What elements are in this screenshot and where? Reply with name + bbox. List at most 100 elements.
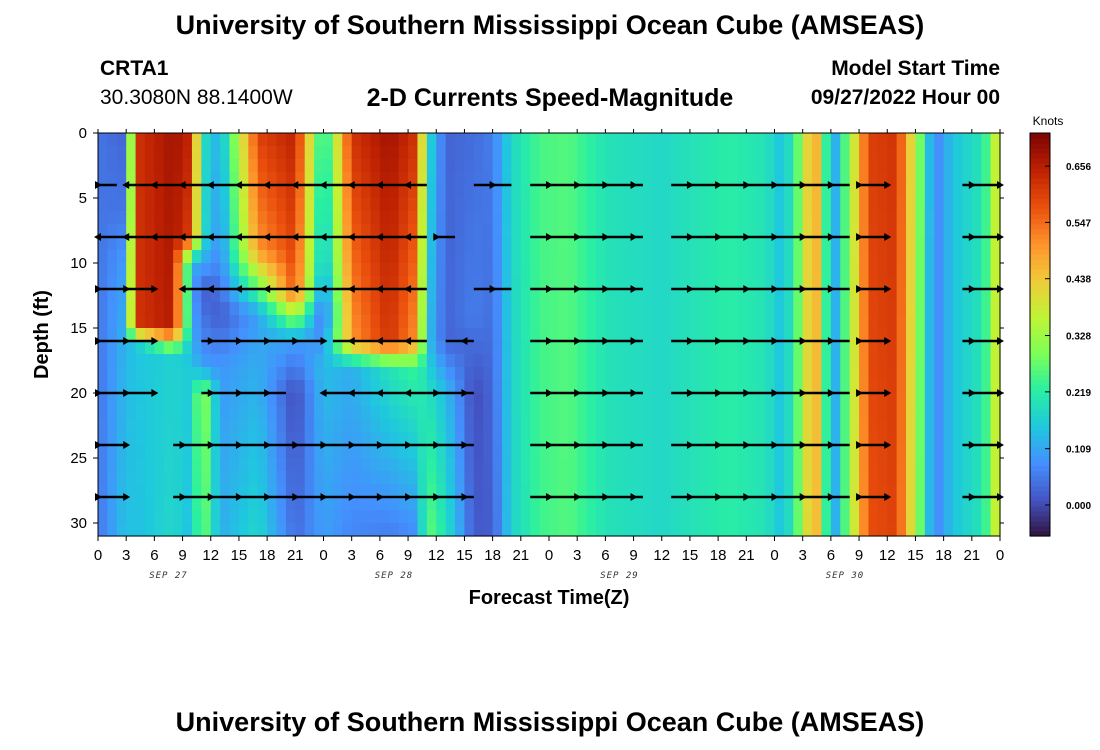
heatmap-cell — [492, 276, 503, 290]
heatmap-cell — [304, 237, 315, 251]
colorbar-segment — [1030, 490, 1050, 497]
heatmap-cell — [755, 523, 766, 537]
colorbar-segment — [1030, 138, 1050, 144]
heatmap-cell — [163, 341, 174, 355]
heatmap-cell — [455, 289, 466, 303]
heatmap-cell — [323, 380, 334, 394]
heatmap-cell — [915, 315, 926, 329]
heatmap-cell — [877, 419, 888, 433]
heatmap-cell — [267, 419, 278, 433]
heatmap-cell — [577, 432, 588, 446]
date-label: SEP 27 — [149, 571, 188, 581]
heatmap-cell — [126, 432, 137, 446]
heatmap-cell — [539, 406, 550, 420]
heatmap-cell — [445, 380, 456, 394]
heatmap-cell — [727, 237, 738, 251]
heatmap-cell — [774, 523, 785, 537]
heatmap-cell — [285, 484, 296, 498]
heatmap-cell — [661, 484, 672, 498]
heatmap-cell — [417, 172, 428, 186]
heatmap-cell — [859, 315, 870, 329]
heatmap-cell — [229, 445, 240, 459]
heatmap-cell — [680, 198, 691, 212]
heatmap-cell — [859, 237, 870, 251]
heatmap-cell — [483, 146, 494, 160]
heatmap-cell — [389, 406, 400, 420]
heatmap-cell — [934, 159, 945, 173]
heatmap-cell — [605, 146, 616, 160]
heatmap-cell — [351, 237, 362, 251]
heatmap-cell — [953, 484, 964, 498]
heatmap-cell — [173, 445, 184, 459]
heatmap-cell — [727, 419, 738, 433]
heatmap-cell — [943, 237, 954, 251]
heatmap-cell — [417, 211, 428, 225]
heatmap-cell — [821, 302, 832, 316]
heatmap-cell — [699, 484, 710, 498]
heatmap-cell — [135, 510, 146, 524]
heatmap-cell — [746, 302, 757, 316]
heatmap-cell — [859, 185, 870, 199]
heatmap-cell — [229, 289, 240, 303]
heatmap-cell — [210, 211, 221, 225]
heatmap-cell — [689, 445, 700, 459]
heatmap-cell — [708, 484, 719, 498]
heatmap-cell — [605, 276, 616, 290]
heatmap-cell — [577, 237, 588, 251]
heatmap-cell — [633, 263, 644, 277]
heatmap-cell — [126, 263, 137, 277]
heatmap-cell — [257, 185, 268, 199]
heatmap-cell — [116, 419, 127, 433]
heatmap-cell — [981, 237, 992, 251]
heatmap-cell — [624, 406, 635, 420]
heatmap-cell — [107, 497, 118, 511]
heatmap-cell — [492, 211, 503, 225]
heatmap-cell — [624, 146, 635, 160]
vector-arrowhead — [206, 285, 214, 293]
heatmap-cell — [802, 341, 813, 355]
heatmap-cell — [464, 250, 475, 264]
heatmap-cell — [746, 380, 757, 394]
heatmap-cell — [689, 406, 700, 420]
heatmap-cell — [445, 432, 456, 446]
heatmap-cell — [173, 341, 184, 355]
heatmap-cell — [699, 458, 710, 472]
heatmap-cell — [408, 432, 419, 446]
heatmap-cell — [201, 406, 212, 420]
heatmap-cell — [727, 406, 738, 420]
heatmap-cell — [783, 185, 794, 199]
heatmap-cell — [332, 367, 343, 381]
heatmap-cell — [755, 445, 766, 459]
heatmap-cell — [849, 341, 860, 355]
heatmap-cell — [492, 406, 503, 420]
heatmap-cell — [962, 510, 973, 524]
heatmap-cell — [990, 198, 1001, 212]
heatmap-cell — [398, 289, 409, 303]
heatmap-cell — [220, 172, 231, 186]
heatmap-cell — [511, 523, 522, 537]
heatmap-cell — [577, 289, 588, 303]
heatmap-cell — [652, 419, 663, 433]
heatmap-cell — [595, 185, 606, 199]
vector-arrowhead — [207, 441, 215, 449]
heatmap-cell — [238, 484, 249, 498]
heatmap-cell — [595, 315, 606, 329]
colorbar-segment — [1030, 475, 1050, 482]
heatmap-cell — [633, 224, 644, 238]
heatmap-cell — [473, 224, 484, 238]
heatmap-cell — [210, 406, 221, 420]
heatmap-cell — [793, 211, 804, 225]
heatmap-cell — [830, 146, 841, 160]
heatmap-cell — [840, 523, 851, 537]
heatmap-cell — [144, 393, 155, 407]
heatmap-cell — [727, 289, 738, 303]
heatmap-cell — [107, 354, 118, 368]
heatmap-cell — [126, 224, 137, 238]
heatmap-cell — [765, 510, 776, 524]
vector-arrowhead — [405, 493, 413, 501]
heatmap-cell — [953, 419, 964, 433]
heatmap-cell — [173, 419, 184, 433]
heatmap-cell — [304, 172, 315, 186]
heatmap-cell — [924, 224, 935, 238]
